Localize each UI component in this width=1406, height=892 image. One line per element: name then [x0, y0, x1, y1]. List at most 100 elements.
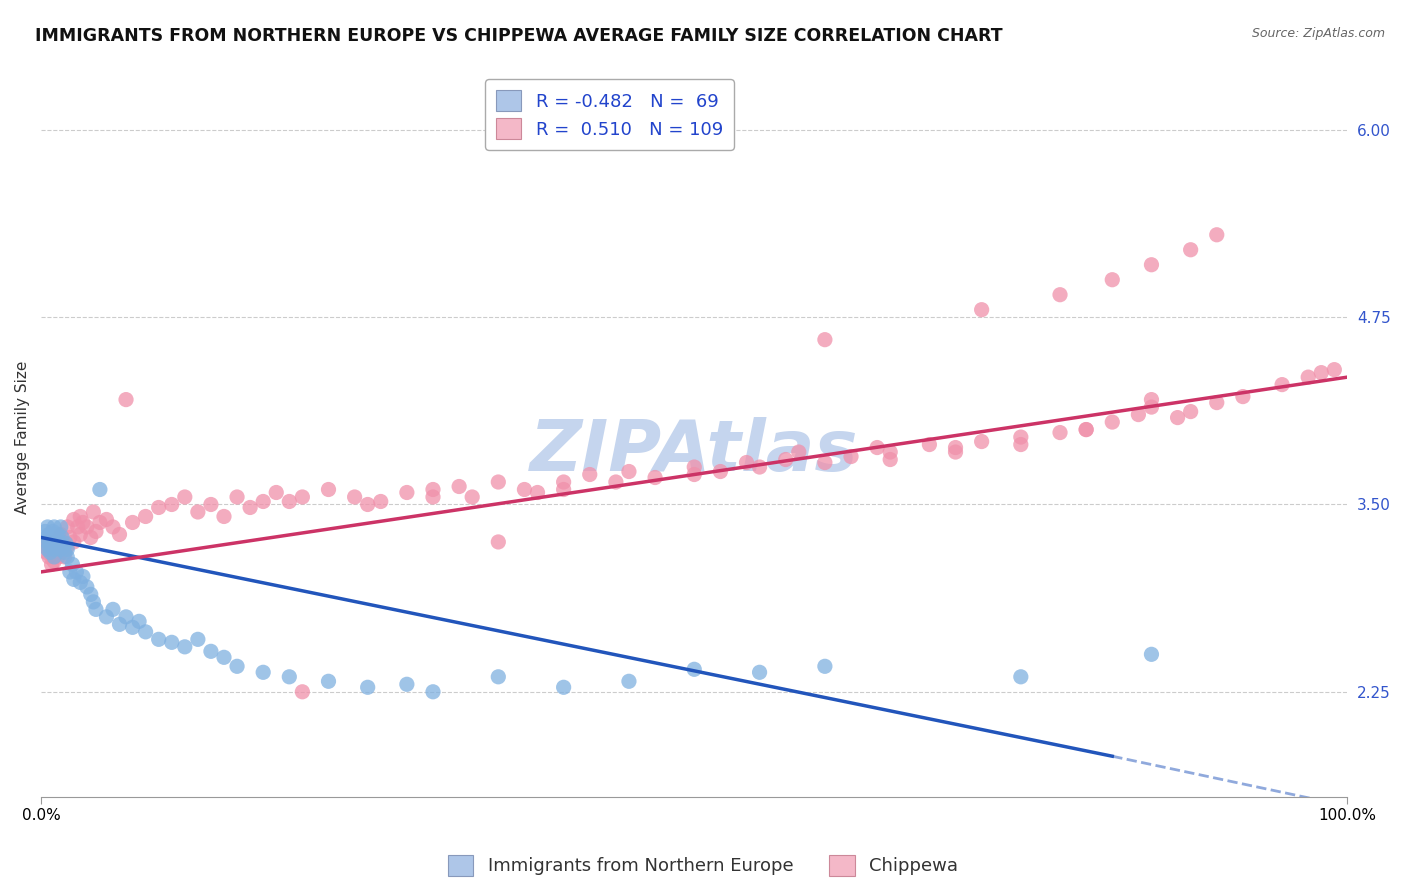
- Point: [101, 602, 124, 616]
- Point: [1140, 392, 1163, 407]
- Point: [683, 662, 706, 676]
- Point: [62, 573, 84, 587]
- Point: [200, 644, 222, 658]
- Point: [945, 441, 967, 455]
- Point: [1167, 410, 1189, 425]
- Point: [96, 610, 118, 624]
- Point: [866, 441, 889, 455]
- Point: [53, 545, 76, 559]
- Point: [1140, 400, 1163, 414]
- Point: [970, 302, 993, 317]
- Point: [187, 505, 209, 519]
- Point: [1140, 648, 1163, 662]
- Point: [76, 580, 98, 594]
- Point: [1232, 390, 1254, 404]
- Text: ZIPAtlas: ZIPAtlas: [530, 417, 859, 486]
- Point: [72, 569, 94, 583]
- Point: [135, 509, 157, 524]
- Point: [44, 549, 66, 564]
- Point: [173, 490, 195, 504]
- Point: [1010, 430, 1032, 444]
- Point: [46, 527, 69, 541]
- Point: [41, 527, 63, 541]
- Point: [101, 520, 124, 534]
- Point: [35, 545, 58, 559]
- Point: [84, 524, 107, 539]
- Point: [42, 540, 65, 554]
- Point: [39, 545, 62, 559]
- Point: [787, 445, 810, 459]
- Point: [45, 540, 67, 554]
- Point: [1140, 258, 1163, 272]
- Point: [44, 535, 66, 549]
- Point: [42, 545, 65, 559]
- Point: [1049, 287, 1071, 301]
- Point: [108, 527, 131, 541]
- Point: [200, 498, 222, 512]
- Point: [52, 542, 75, 557]
- Point: [38, 549, 60, 564]
- Point: [553, 681, 575, 695]
- Text: Source: ZipAtlas.com: Source: ZipAtlas.com: [1251, 27, 1385, 40]
- Point: [1296, 370, 1319, 384]
- Point: [82, 505, 104, 519]
- Point: [226, 490, 249, 504]
- Point: [41, 536, 63, 550]
- Point: [44, 527, 66, 541]
- Point: [37, 542, 59, 557]
- Point: [84, 602, 107, 616]
- Point: [38, 540, 60, 554]
- Point: [526, 485, 548, 500]
- Point: [41, 558, 63, 572]
- Point: [62, 535, 84, 549]
- Point: [1323, 362, 1346, 376]
- Point: [422, 685, 444, 699]
- Point: [278, 670, 301, 684]
- Point: [343, 490, 366, 504]
- Point: [69, 509, 91, 524]
- Point: [69, 527, 91, 541]
- Point: [709, 465, 731, 479]
- Point: [45, 531, 67, 545]
- Point: [605, 475, 627, 489]
- Point: [39, 531, 62, 545]
- Point: [553, 483, 575, 497]
- Point: [449, 479, 471, 493]
- Point: [918, 437, 941, 451]
- Point: [486, 535, 509, 549]
- Point: [39, 542, 62, 557]
- Point: [148, 500, 170, 515]
- Point: [291, 685, 314, 699]
- Point: [617, 674, 640, 689]
- Point: [59, 565, 82, 579]
- Point: [553, 475, 575, 489]
- Legend: R = -0.482   N =  69, R =  0.510   N = 109: R = -0.482 N = 69, R = 0.510 N = 109: [485, 79, 734, 150]
- Point: [37, 535, 59, 549]
- Point: [89, 516, 111, 530]
- Point: [80, 531, 103, 545]
- Point: [45, 542, 67, 557]
- Point: [108, 617, 131, 632]
- Point: [1180, 243, 1202, 257]
- Point: [76, 520, 98, 534]
- Point: [357, 498, 380, 512]
- Point: [1271, 377, 1294, 392]
- Point: [1010, 437, 1032, 451]
- Point: [37, 520, 59, 534]
- Point: [49, 520, 72, 534]
- Point: [212, 509, 235, 524]
- Point: [748, 460, 770, 475]
- Point: [42, 524, 65, 539]
- Point: [879, 452, 901, 467]
- Point: [52, 540, 75, 554]
- Point: [62, 558, 84, 572]
- Point: [513, 483, 536, 497]
- Point: [318, 483, 340, 497]
- Point: [96, 512, 118, 526]
- Point: [264, 485, 287, 500]
- Point: [49, 527, 72, 541]
- Point: [115, 610, 138, 624]
- Point: [44, 520, 66, 534]
- Point: [814, 456, 837, 470]
- Point: [486, 670, 509, 684]
